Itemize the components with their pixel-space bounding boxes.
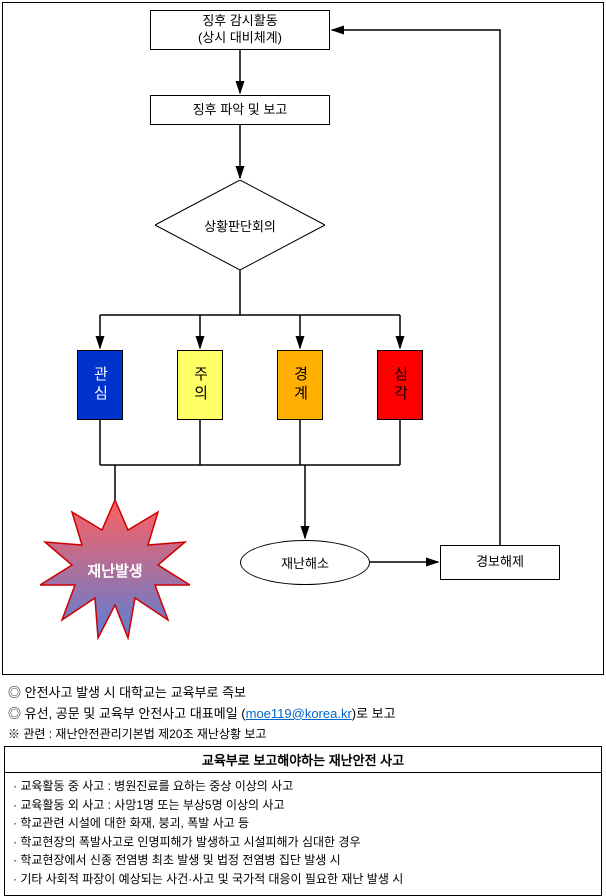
- node-disaster-occur-label: 재난발생: [40, 500, 190, 640]
- node-decision: 상황판단회의: [155, 180, 325, 270]
- level-caution: 주의: [177, 350, 223, 420]
- note-line-1: 안전사고 발생 시 대학교는 교육부로 즉보: [8, 683, 598, 704]
- report-body: 교육활동 중 사고 : 병원진료를 요하는 중상 이상의 사고 교육활동 외 사…: [5, 773, 601, 895]
- report-item: 기타 사회적 파장이 예상되는 사건·사고 및 국가적 대응이 필요한 재난 발…: [13, 870, 593, 889]
- node-report: 징후 파악 및 보고: [150, 95, 330, 125]
- node-decision-label: 상황판단회의: [155, 180, 325, 270]
- report-email-link[interactable]: moe119@korea.kr: [246, 706, 352, 721]
- report-item: 교육활동 중 사고 : 병원진료를 요하는 중상 이상의 사고: [13, 777, 593, 796]
- report-item: 학교관련 시설에 대한 화재, 붕괴, 폭발 사고 등: [13, 814, 593, 833]
- report-item: 교육활동 외 사고 : 사망1명 또는 부상5명 이상의 사고: [13, 796, 593, 815]
- level-severe: 심각: [377, 350, 423, 420]
- note-line-2-pre: 유선, 공문 및 교육부 안전사고 대표메일 (: [25, 706, 246, 721]
- report-title: 교육부로 보고해야하는 재난안전 사고: [5, 747, 601, 773]
- report-box: 교육부로 보고해야하는 재난안전 사고 교육활동 중 사고 : 병원진료를 요하…: [4, 746, 602, 896]
- node-monitoring: 징후 감시활동 (상시 대비체계): [150, 10, 330, 50]
- level-interest: 관심: [77, 350, 123, 420]
- node-disaster-occur: 재난발생: [40, 500, 190, 640]
- notes-section: 안전사고 발생 시 대학교는 교육부로 즉보 ◎ 유선, 공문 및 교육부 안전…: [8, 683, 598, 744]
- note-line-2: ◎ 유선, 공문 및 교육부 안전사고 대표메일 (moe119@korea.k…: [8, 704, 598, 725]
- node-disaster-resolve: 재난해소: [240, 540, 370, 585]
- level-alert: 경계: [277, 350, 323, 420]
- node-alert-release: 경보해제: [440, 545, 560, 580]
- note-line-2-post: )로 보고: [352, 706, 396, 721]
- note-line-3: ※ 관련 : 재난안전관리기본법 제20조 재난상황 보고: [8, 725, 598, 744]
- report-item: 학교현장의 폭발사고로 인명피해가 발생하고 시설피해가 심대한 경우: [13, 833, 593, 852]
